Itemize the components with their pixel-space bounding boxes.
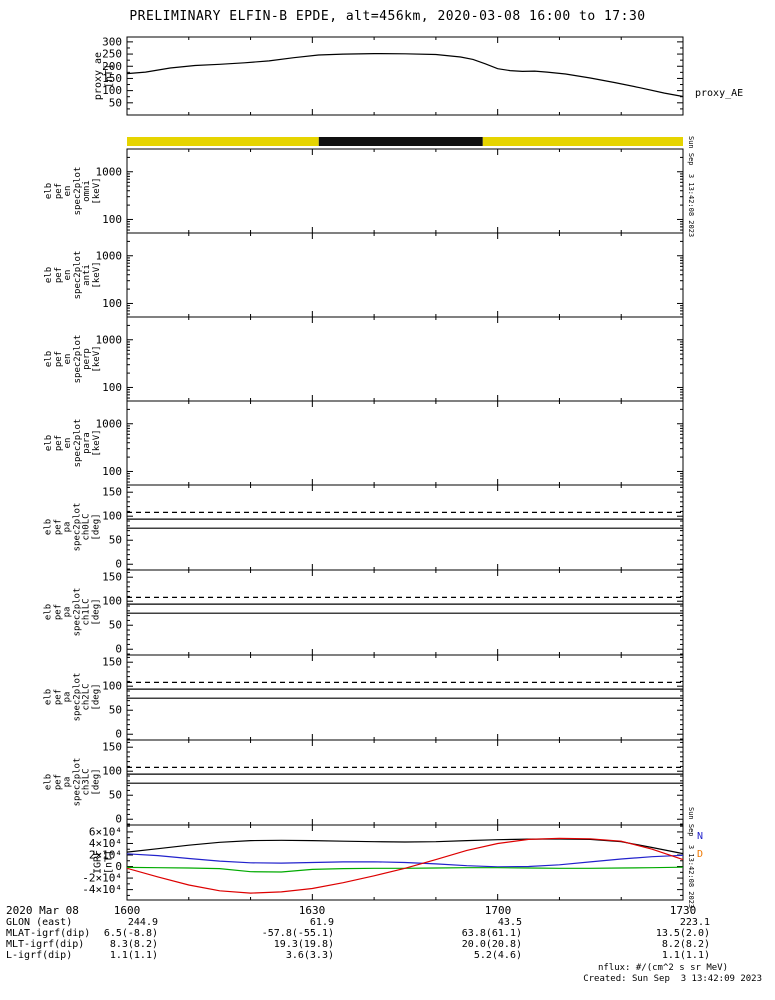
ephemeris-value: 1.1(1.1) — [661, 950, 710, 961]
svg-text:250: 250 — [102, 48, 122, 61]
y-axis-label-pa-ch1lc: elb pef pa spec2plot ch1LC [deg] — [43, 587, 102, 637]
x-axis-date-label: 2020 Mar 08 — [6, 904, 79, 917]
ephemeris-value: -57.8(-55.1) — [261, 928, 334, 939]
ephemeris-value: 63.8(61.1) — [461, 928, 522, 939]
svg-text:50: 50 — [109, 96, 122, 109]
svg-text:150: 150 — [102, 571, 122, 584]
svg-text:2×10⁴: 2×10⁴ — [89, 849, 122, 862]
y-axis-label-spec-perp: elb pef en spec2plot perp [keV] — [44, 334, 102, 384]
ephemeris-value: 244.9 — [127, 917, 158, 928]
ephemeris-value: 1.1(1.1) — [109, 950, 158, 961]
svg-text:1000: 1000 — [96, 333, 123, 346]
x-tick-label-1730: 1730 — [669, 904, 697, 917]
svg-text:0: 0 — [115, 643, 122, 656]
y-axis-label-pa-ch2lc: elb pef pa spec2plot ch2LC [deg] — [43, 672, 102, 722]
svg-text:100: 100 — [102, 595, 122, 608]
svg-text:100: 100 — [102, 84, 122, 97]
svg-text:1000: 1000 — [96, 249, 123, 262]
ephemeris-row-label: MLT-igrf(dip) — [6, 939, 85, 950]
y-axis-label-spec-omni: elb pef en spec2plot omni [keV] — [44, 166, 102, 216]
created-timestamp: Created: Sun Sep 3 13:42:09 2023 — [583, 974, 762, 984]
ephemeris-value: 8.3(8.2) — [109, 939, 158, 950]
y-axis-label-pa-ch3lc: elb pef pa spec2plot ch3LC [deg] — [43, 757, 102, 807]
svg-text:200: 200 — [102, 60, 122, 73]
side-timestamp-top: Sun Sep 3 13:42:08 2023 — [687, 136, 695, 238]
svg-text:100: 100 — [102, 680, 122, 693]
ephemeris-row-label: GLON (east) — [6, 917, 73, 928]
igrf-n-series-label: N — [697, 831, 704, 842]
svg-text:-4×10⁴: -4×10⁴ — [82, 883, 122, 896]
ephemeris-value: 3.6(3.3) — [285, 950, 334, 961]
svg-text:150: 150 — [102, 656, 122, 669]
svg-text:6×10⁴: 6×10⁴ — [89, 825, 122, 838]
svg-text:100: 100 — [102, 510, 122, 523]
page-title: PRELIMINARY ELFIN-B EPDE, alt=456km, 202… — [129, 9, 646, 24]
svg-text:150: 150 — [102, 72, 122, 85]
ephemeris-value: 8.2(8.2) — [661, 939, 710, 950]
y-axis-label-spec-para: elb pef en spec2plot para [keV] — [44, 418, 102, 468]
svg-text:150: 150 — [102, 486, 122, 499]
svg-text:100: 100 — [102, 297, 122, 310]
x-tick-label-1600: 1600 — [113, 904, 141, 917]
svg-text:4×10⁴: 4×10⁴ — [89, 837, 122, 850]
proxy-ae-series-label: proxy_AE — [695, 88, 744, 99]
svg-text:0: 0 — [115, 728, 122, 741]
svg-text:300: 300 — [102, 35, 122, 48]
nflux-units-note: nflux: #/(cm^2 s sr MeV) — [597, 963, 728, 973]
svg-text:100: 100 — [102, 765, 122, 778]
ephemeris-row-label: MLAT-igrf(dip) — [6, 928, 91, 939]
y-axis-label-proxy-ae: proxy_ae [nT] — [93, 51, 115, 101]
svg-text:100: 100 — [102, 465, 122, 478]
ephemeris-value: 6.5(-8.8) — [103, 928, 158, 939]
side-timestamp-bottom: Sun Sep 3 13:42:08 2023 — [687, 807, 695, 909]
svg-text:1000: 1000 — [96, 165, 123, 178]
igrf-d-series-label: D — [697, 849, 704, 860]
ephemeris-value: 19.3(19.8) — [273, 939, 334, 950]
ephemeris-value: 13.5(2.0) — [655, 928, 710, 939]
ephemeris-value: 43.5 — [497, 917, 522, 928]
svg-text:0: 0 — [115, 860, 122, 873]
svg-text:0: 0 — [115, 813, 122, 826]
svg-text:0: 0 — [115, 558, 122, 571]
svg-text:100: 100 — [102, 213, 122, 226]
y-axis-label-igrf: IGRF [nT] — [92, 849, 115, 875]
y-axis-label-spec-anti: elb pef en spec2plot anti [keV] — [44, 250, 102, 300]
svg-text:1000: 1000 — [96, 417, 123, 430]
svg-text:50: 50 — [109, 789, 122, 802]
ephemeris-value: 5.2(4.6) — [473, 950, 522, 961]
ephemeris-value: 61.9 — [309, 917, 334, 928]
svg-text:50: 50 — [109, 534, 122, 547]
svg-text:50: 50 — [109, 619, 122, 632]
ephemeris-row-label: L-igrf(dip) — [6, 950, 73, 961]
svg-text:100: 100 — [102, 381, 122, 394]
y-axis-label-pa-ch0lc: elb pef pa spec2plot ch0LC [deg] — [43, 502, 102, 552]
x-tick-label-1630: 1630 — [298, 904, 326, 917]
svg-text:-2×10⁴: -2×10⁴ — [82, 872, 122, 885]
svg-text:50: 50 — [109, 704, 122, 717]
ephemeris-value: 223.1 — [679, 917, 710, 928]
svg-text:150: 150 — [102, 741, 122, 754]
x-tick-label-1700: 1700 — [484, 904, 512, 917]
ephemeris-value: 20.0(20.8) — [461, 939, 522, 950]
